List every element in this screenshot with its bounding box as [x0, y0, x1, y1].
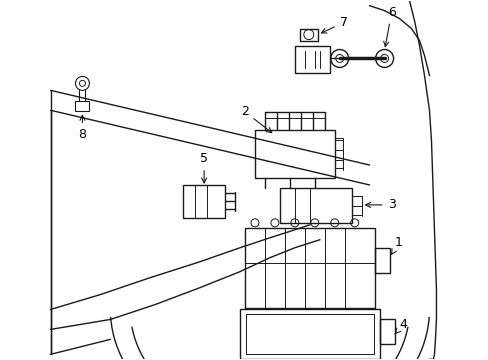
Text: 4: 4	[394, 318, 407, 334]
Text: 2: 2	[241, 105, 271, 133]
Text: 7: 7	[321, 16, 347, 33]
Text: 6: 6	[383, 6, 395, 46]
Text: 5: 5	[200, 152, 208, 183]
Text: 8: 8	[78, 115, 86, 141]
Text: 3: 3	[365, 198, 395, 211]
Text: 1: 1	[390, 236, 402, 255]
